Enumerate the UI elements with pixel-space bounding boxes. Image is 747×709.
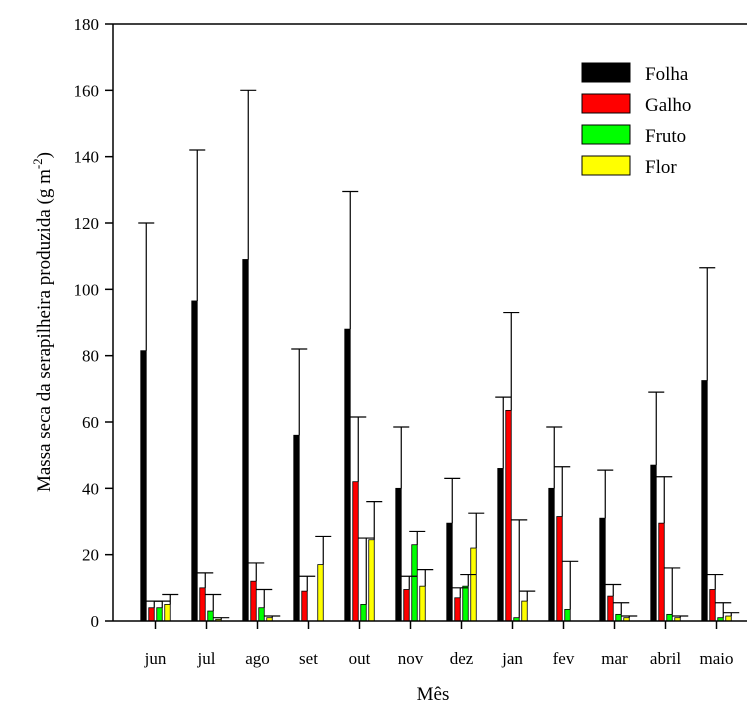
y-tick-label: 120 bbox=[74, 214, 100, 233]
bar bbox=[420, 586, 426, 621]
x-tick-label: maio bbox=[700, 649, 734, 668]
bar bbox=[345, 329, 351, 621]
y-tick-label: 20 bbox=[82, 546, 99, 565]
y-tick-label: 100 bbox=[74, 280, 100, 299]
x-tick-label: ago bbox=[245, 649, 270, 668]
bar bbox=[506, 410, 512, 621]
bar bbox=[302, 591, 308, 621]
bar bbox=[659, 523, 665, 621]
legend-swatch bbox=[582, 94, 630, 113]
bar bbox=[251, 581, 257, 621]
x-tick-label: dez bbox=[450, 649, 474, 668]
x-tick-label: out bbox=[349, 649, 371, 668]
legend: Folha Galho Fruto Flor bbox=[582, 63, 691, 178]
legend-label: Flor bbox=[645, 157, 677, 178]
x-axis-label: Mês bbox=[417, 684, 450, 705]
bar-groups bbox=[141, 259, 732, 621]
x-tick-label: fev bbox=[553, 649, 575, 668]
legend-label: Galho bbox=[645, 95, 691, 116]
x-tick-label: abril bbox=[650, 649, 681, 668]
bar bbox=[353, 482, 359, 621]
bar bbox=[192, 301, 198, 621]
bar bbox=[396, 488, 402, 621]
bar bbox=[200, 588, 206, 621]
legend-swatch bbox=[582, 156, 630, 175]
legend-swatch bbox=[582, 125, 630, 144]
bar bbox=[259, 608, 265, 621]
x-tick-label: set bbox=[299, 649, 318, 668]
bar bbox=[412, 545, 418, 621]
x-tick-label: jun bbox=[144, 649, 167, 668]
bar bbox=[616, 614, 622, 621]
x-tick-label: nov bbox=[398, 649, 424, 668]
y-tick-label: 60 bbox=[82, 413, 99, 432]
bar bbox=[651, 465, 657, 621]
y-axis-label-superscript: -2 bbox=[30, 158, 45, 169]
y-axis-label: Massa seca da serapilheira produzida (g … bbox=[30, 152, 55, 492]
bar bbox=[141, 351, 147, 621]
y-tick-label: 0 bbox=[91, 612, 100, 631]
bar bbox=[600, 518, 606, 621]
bar bbox=[243, 259, 249, 621]
legend-label: Folha bbox=[645, 64, 689, 85]
y-tick-label: 160 bbox=[74, 81, 100, 100]
bar bbox=[463, 586, 469, 621]
bar bbox=[157, 608, 163, 621]
bar bbox=[208, 611, 214, 621]
x-tick-label: jul bbox=[197, 649, 216, 668]
bar bbox=[471, 548, 477, 621]
legend-swatch bbox=[582, 63, 630, 82]
y-axis-label-main: Massa seca da serapilheira produzida (g … bbox=[34, 169, 55, 492]
bar bbox=[549, 488, 555, 621]
bar bbox=[557, 517, 563, 621]
x-tick-label: mar bbox=[601, 649, 628, 668]
bar bbox=[608, 596, 614, 621]
bar bbox=[404, 589, 410, 621]
bar bbox=[702, 381, 708, 621]
y-tick-label: 80 bbox=[82, 347, 99, 366]
x-tick-label: jan bbox=[501, 649, 523, 668]
bar bbox=[667, 614, 673, 621]
bar bbox=[369, 540, 375, 621]
bar bbox=[522, 601, 528, 621]
bar bbox=[149, 608, 155, 621]
bar bbox=[455, 598, 461, 621]
y-tick-label: 180 bbox=[74, 15, 100, 34]
y-tick-label: 140 bbox=[74, 148, 100, 167]
bar bbox=[447, 523, 453, 621]
bar bbox=[318, 565, 324, 621]
y-tick-label: 40 bbox=[82, 479, 99, 498]
bar bbox=[361, 604, 367, 621]
legend-label: Fruto bbox=[645, 126, 686, 147]
bar bbox=[498, 468, 504, 621]
bar bbox=[565, 609, 571, 621]
y-axis-label-close: ) bbox=[34, 152, 55, 158]
bar bbox=[165, 604, 171, 621]
bar bbox=[294, 435, 300, 621]
bar bbox=[710, 589, 716, 621]
